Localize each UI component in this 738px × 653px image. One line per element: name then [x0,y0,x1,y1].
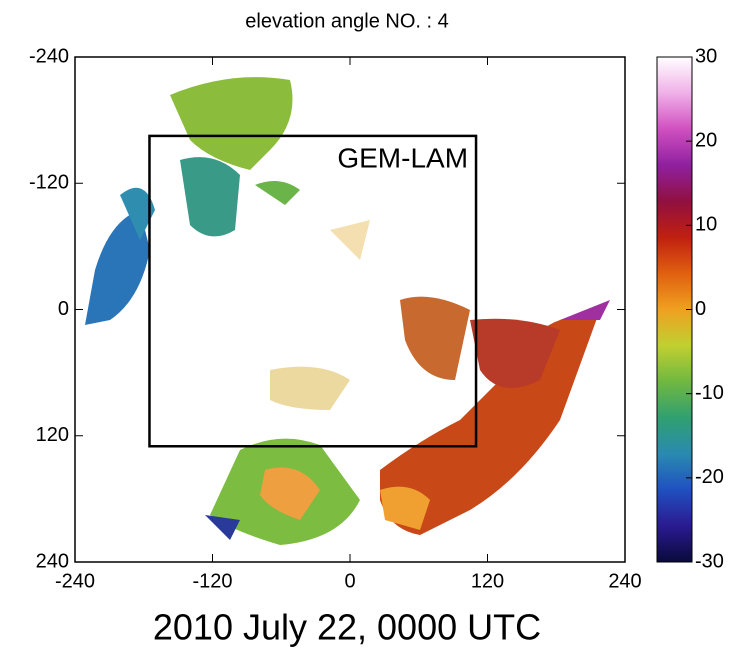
x-tick-label: -120 [192,570,232,592]
colorbar-tick-label: 10 [695,214,717,236]
colorbar-tick-label: -20 [695,466,724,488]
x-tick-label: -240 [55,570,95,592]
colorbar-tick-label: 30 [695,45,717,67]
radar-echo [260,467,320,520]
radar-echo [380,486,430,530]
y-tick-label: -120 [29,172,69,194]
caption: 2010 July 22, 0000 UTC [153,607,541,648]
colorbar-tick-label: 0 [695,298,706,320]
x-tick-label: 120 [471,570,504,592]
radar-echo [270,366,350,410]
radar-echo [180,157,240,237]
y-tick-label: 120 [36,424,69,446]
colorbar-tick-label: 20 [695,129,717,151]
radar-echo [255,181,300,205]
colorbar-tick-label: -30 [695,550,724,572]
x-tick-label: 240 [608,570,641,592]
colorbar-tick-label: -10 [695,382,724,404]
y-tick-label: 0 [58,298,69,320]
radar-echo [560,300,610,320]
radar-echo [170,77,293,170]
domain-box [148,134,478,448]
radar-echo [330,220,370,260]
radar-echo [85,210,150,325]
chart-title: elevation angle NO. : 4 [245,10,448,32]
radar-echo [400,296,470,380]
x-tick-label: 0 [344,570,355,592]
radar-echo [120,187,155,240]
radar-field [85,77,610,545]
y-tick-label: -240 [29,45,69,67]
radar-echo [205,515,240,540]
domain-label: GEM-LAM [337,142,468,173]
y-tick-label: 240 [36,550,69,572]
radar-echo [470,318,560,388]
